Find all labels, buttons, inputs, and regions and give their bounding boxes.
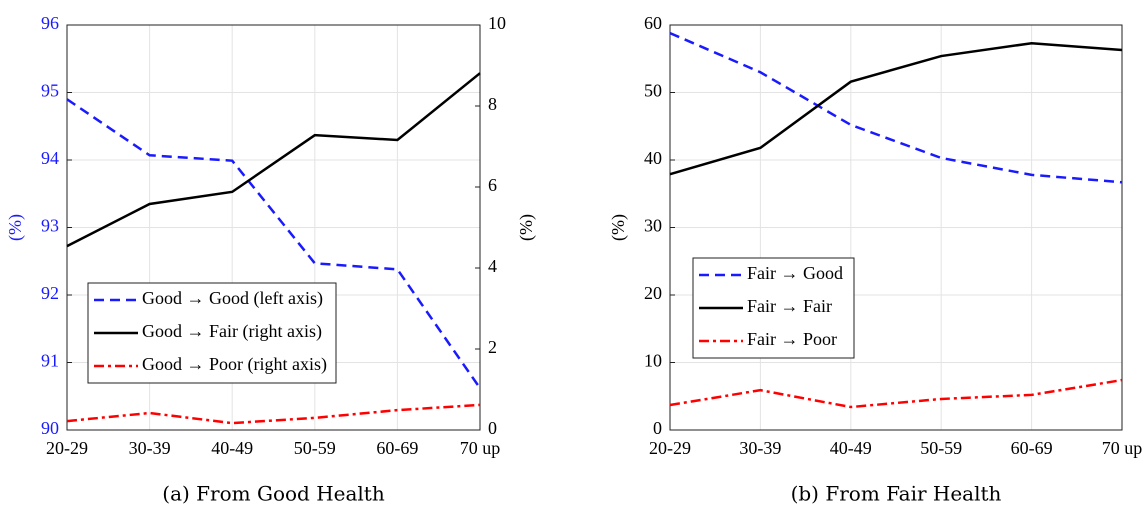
x-tick-label: 70 up [460,438,501,458]
legend-label: Fair → Poor [747,329,837,349]
x-tick-label: 40-49 [211,438,253,458]
x-tick-label: 30-39 [129,438,171,458]
y-axis-label: (%) [5,214,26,241]
y-tick-label: 40 [644,148,662,168]
y-axis-label: (%) [608,214,629,241]
x-tick-label: 20-29 [46,438,88,458]
series-line [66,98,482,389]
y-tick-label: 20 [644,283,662,303]
x-tick-label: 30-39 [739,438,781,458]
y2-tick-label: 2 [488,337,497,357]
y-tick-label: 95 [41,81,59,101]
legend-label: Good → Fair (right axis) [142,321,322,342]
x-tick-label: 60-69 [376,438,418,458]
legend-label: Good → Poor (right axis) [142,354,327,375]
y-tick-label: 91 [41,351,59,371]
y-tick-label: 60 [644,13,662,33]
y-tick-label: 94 [41,148,59,168]
y-tick-label: 90 [41,418,59,438]
series-line [66,72,481,248]
y2-tick-label: 8 [488,94,497,114]
legend-label: Fair → Fair [747,296,832,316]
y2-tick-label: 4 [488,256,497,276]
legend-label: Good → Good (left axis) [142,288,323,309]
y2-axis-label: (%) [516,214,537,241]
y-tick-label: 93 [41,216,59,236]
y-tick-label: 10 [644,351,662,371]
x-tick-label: 50-59 [294,438,336,458]
series-line [669,41,1123,176]
x-tick-label: 20-29 [649,438,691,458]
y2-tick-label: 10 [488,13,506,33]
series-line [669,31,1123,184]
y2-tick-label: 6 [488,175,497,195]
y-tick-label: 92 [41,283,59,303]
x-tick-label: 40-49 [830,438,872,458]
y-tick-label: 96 [41,13,59,33]
x-tick-label: 70 up [1102,438,1143,458]
legend-label: Fair → Good [747,263,843,283]
y-tick-label: 30 [644,216,662,236]
x-tick-label: 50-59 [920,438,962,458]
y2-tick-label: 0 [488,418,497,438]
x-tick-label: 60-69 [1011,438,1053,458]
caption: (a) From Good Health [162,482,385,506]
y-tick-label: 0 [653,418,662,438]
y-tick-label: 50 [644,81,662,101]
caption: (b) From Fair Health [791,482,1002,506]
series-line [66,403,481,425]
series-line [669,378,1123,409]
